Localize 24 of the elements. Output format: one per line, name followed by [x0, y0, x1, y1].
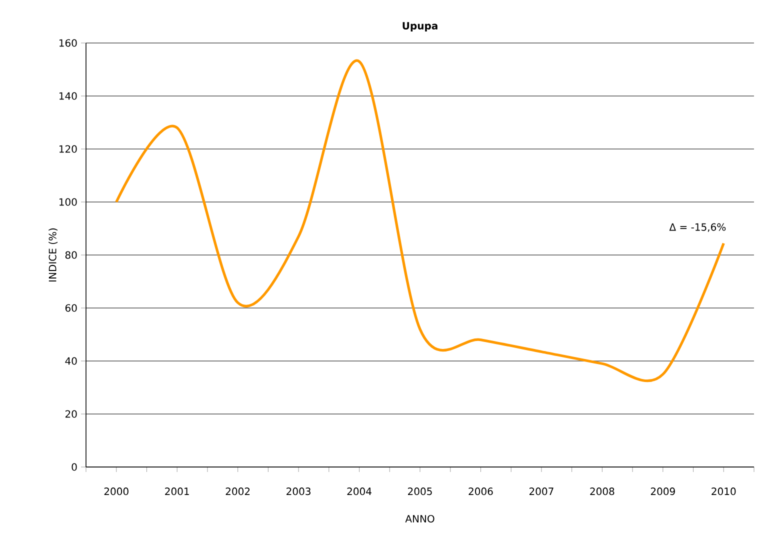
x-tick-label: 2010	[712, 488, 736, 496]
y-tick-label: 140	[59, 92, 77, 100]
y-axis-title: INDICE (%)	[48, 228, 58, 282]
y-tick-label: 0	[72, 463, 77, 471]
x-axis-title: ANNO	[405, 514, 434, 523]
annotation: Δ = -15,6%	[669, 223, 726, 232]
y-tick-label: 120	[59, 145, 77, 153]
y-tick-label: 20	[65, 410, 77, 418]
x-tick-label: 2001	[165, 488, 189, 496]
y-tick-label: 100	[59, 198, 77, 206]
x-tick-label: 2002	[226, 488, 250, 496]
y-tick-label: 80	[65, 251, 77, 259]
x-tick-label: 2003	[286, 488, 310, 496]
x-tick-label: 2007	[529, 488, 554, 496]
x-tick-label: 2009	[650, 488, 675, 496]
y-tick-label: 40	[65, 357, 77, 365]
x-tick-label: 2004	[347, 488, 372, 496]
x-tick-label: 2000	[104, 488, 128, 496]
x-tick-label: 2005	[408, 488, 432, 496]
y-tick-label: 160	[59, 39, 77, 47]
x-tick-label: 2008	[590, 488, 614, 496]
chart-title: Upupa	[402, 22, 438, 32]
x-tick-label: 2006	[468, 488, 493, 496]
y-tick-label: 60	[65, 304, 77, 312]
